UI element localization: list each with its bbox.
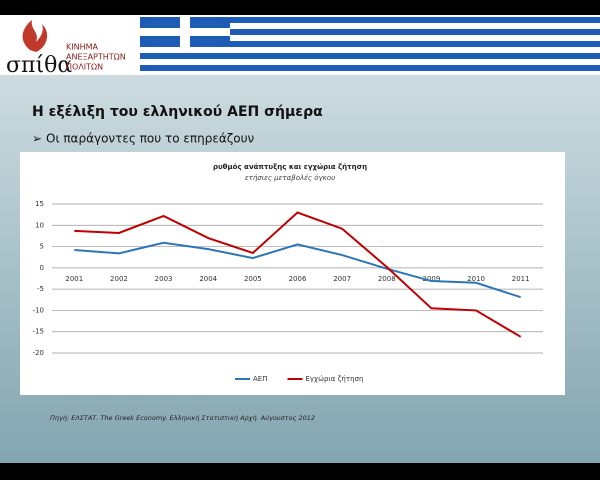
plot: -20 -15 -10 -5 0 5 10 15 2001 2002 2003 2004 2005 200…	[33, 200, 543, 383]
x-tick-label: 2004	[199, 275, 217, 283]
bullet: Οι παράγοντες που το επηρεάζουν	[46, 132, 255, 146]
x-tick-label: 2008	[378, 275, 396, 283]
chart-area	[20, 152, 565, 395]
y-tick-label: -15	[33, 328, 44, 336]
x-tick-label: 2007	[333, 275, 351, 283]
flag	[140, 17, 600, 73]
logo-text: σπίθα	[6, 53, 72, 78]
top-bar	[0, 0, 600, 15]
logo-line: ΚΙΝΗΜΑ	[66, 43, 99, 52]
x-tick-label: 2001	[65, 275, 83, 283]
x-tick-label: 2011	[512, 275, 530, 283]
y-tick-label: -10	[33, 306, 44, 314]
x-tick-label: 2003	[155, 275, 173, 283]
y-tick-label: 5	[40, 243, 44, 251]
x-tick-label: 2010	[467, 275, 485, 283]
series-line	[74, 211, 522, 338]
y-tick-label: -20	[33, 349, 44, 357]
slide-title: Η εξέλιξη του ελληνικού ΑΕΠ σήμερα	[32, 104, 323, 120]
series-line	[74, 241, 521, 299]
logo-line: ΑΝΕΞΑΡΤΗΤΩΝ	[66, 53, 126, 62]
y-tick-label: -5	[37, 285, 44, 293]
logo-flame	[22, 20, 48, 52]
x-tick-label: 2002	[110, 275, 128, 283]
y-tick-label: 10	[35, 221, 44, 229]
y-tick-label: 0	[40, 264, 44, 272]
logo-line: ΠΟΛΙΤΩΝ	[66, 63, 103, 72]
source-note: Πηγή: ΕΛΣΤΑΤ. The Greek Economy. Ελληνικ…	[50, 414, 315, 422]
bottom-bar	[0, 463, 600, 480]
y-tick-label: 15	[35, 200, 44, 208]
bullet-marker: ➢	[32, 132, 42, 146]
x-tick-label: 2006	[289, 275, 307, 283]
legend-label: ΑΕΠ	[253, 375, 267, 383]
x-tick-label: 2005	[244, 275, 262, 283]
x-tick-label: 2009	[422, 275, 440, 283]
legend-label: Εγχώρια ζήτηση	[305, 375, 363, 383]
chart-title: ρυθμός ανάπτυξης και εγχώρια ζήτηση	[213, 163, 367, 171]
chart-subtitle: ετήσιες μεταβολές όγκου	[245, 174, 335, 182]
